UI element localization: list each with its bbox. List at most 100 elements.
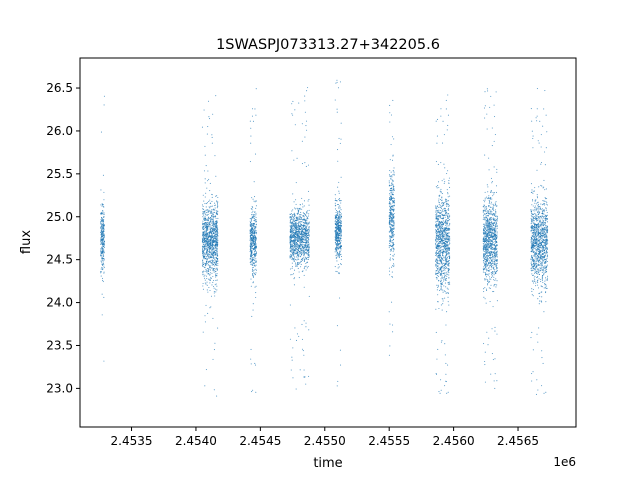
- data-point: [203, 245, 205, 247]
- data-point: [215, 95, 217, 97]
- data-point: [298, 221, 300, 223]
- data-point: [255, 391, 257, 393]
- data-point: [307, 249, 309, 251]
- data-point: [210, 251, 212, 253]
- data-point: [490, 213, 492, 215]
- data-point: [202, 226, 204, 228]
- data-point: [335, 270, 337, 272]
- data-point: [210, 276, 212, 278]
- data-point: [255, 233, 257, 235]
- data-point: [445, 243, 447, 246]
- data-point: [203, 109, 205, 111]
- data-point: [204, 196, 206, 198]
- data-point: [214, 260, 216, 262]
- data-point: [444, 265, 446, 267]
- data-point: [445, 278, 447, 280]
- data-point: [291, 252, 293, 254]
- data-point: [440, 274, 442, 276]
- data-point: [439, 220, 441, 223]
- data-point: [209, 257, 211, 259]
- data-point: [448, 225, 450, 227]
- data-point: [294, 256, 296, 258]
- data-point: [100, 248, 102, 250]
- data-point: [448, 180, 450, 182]
- data-point: [446, 241, 448, 243]
- data-point: [253, 211, 256, 213]
- data-point: [337, 248, 339, 250]
- data-point: [445, 210, 447, 212]
- data-point: [340, 231, 342, 233]
- data-point: [338, 198, 340, 201]
- data-point: [205, 257, 207, 259]
- data-point: [298, 277, 300, 279]
- data-point: [209, 182, 211, 184]
- data-point: [210, 220, 212, 222]
- data-point: [390, 189, 392, 191]
- data-point: [209, 229, 211, 231]
- data-point: [435, 260, 437, 262]
- data-point: [482, 215, 485, 217]
- data-point: [215, 230, 217, 232]
- data-point: [440, 251, 442, 253]
- data-point: [484, 228, 486, 231]
- data-point: [250, 229, 253, 231]
- data-point: [297, 224, 300, 226]
- data-point: [335, 235, 337, 237]
- data-point: [216, 234, 218, 236]
- data-point: [216, 279, 218, 281]
- data-point: [339, 349, 341, 351]
- data-point: [255, 258, 257, 260]
- data-point: [103, 245, 105, 247]
- data-point: [251, 115, 254, 117]
- data-point: [439, 222, 441, 224]
- data-point: [302, 206, 304, 208]
- data-point: [298, 256, 300, 258]
- data-point: [292, 259, 294, 261]
- data-point: [202, 216, 204, 218]
- data-point: [303, 354, 305, 356]
- data-point: [446, 225, 448, 227]
- data-point: [102, 219, 104, 221]
- data-point: [448, 259, 450, 261]
- data-point: [214, 228, 216, 230]
- data-point: [393, 167, 395, 169]
- data-point: [212, 209, 214, 211]
- data-point: [436, 135, 438, 137]
- data-point: [215, 241, 217, 243]
- data-point: [207, 125, 209, 128]
- data-point: [211, 218, 213, 220]
- data-point: [337, 219, 339, 221]
- data-point: [293, 213, 295, 215]
- data-point: [391, 219, 393, 221]
- data-point: [443, 274, 445, 276]
- data-point: [448, 270, 450, 272]
- data-point: [101, 225, 103, 227]
- data-point: [389, 248, 391, 251]
- data-point: [208, 224, 210, 226]
- data-point: [292, 347, 294, 349]
- data-point: [447, 283, 450, 285]
- data-point: [250, 225, 253, 227]
- data-point: [205, 245, 207, 248]
- data-point: [100, 228, 102, 230]
- data-point: [295, 233, 297, 235]
- data-point: [294, 207, 296, 209]
- data-point: [444, 250, 446, 252]
- data-point: [447, 263, 449, 265]
- data-point: [307, 258, 309, 260]
- data-point: [442, 220, 444, 222]
- data-point: [392, 259, 395, 261]
- data-point: [216, 248, 218, 250]
- data-point: [392, 170, 394, 172]
- data-point: [300, 236, 302, 238]
- data-point: [211, 272, 213, 274]
- data-point: [210, 236, 212, 238]
- data-point: [255, 269, 257, 271]
- data-point: [217, 242, 219, 244]
- data-point: [446, 237, 448, 239]
- data-point: [255, 285, 257, 287]
- data-point: [339, 81, 341, 83]
- data-point: [340, 229, 342, 231]
- data-point: [437, 163, 439, 165]
- data-point: [340, 264, 342, 266]
